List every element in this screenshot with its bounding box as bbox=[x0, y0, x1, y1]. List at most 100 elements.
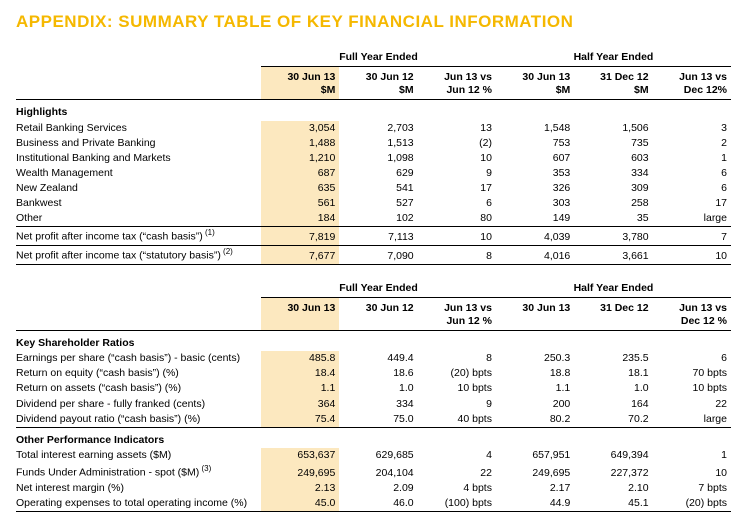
data-cell: 7,113 bbox=[339, 227, 417, 246]
data-cell: 1,548 bbox=[496, 121, 574, 136]
data-cell: 227,372 bbox=[574, 463, 652, 481]
row-label: Bankwest bbox=[16, 196, 261, 211]
column-header: 30 Jun 13 bbox=[496, 297, 574, 330]
row-label: Dividend per share - fully franked (cent… bbox=[16, 397, 261, 412]
row-label: Dividend payout ratio (“cash basis”) (%) bbox=[16, 412, 261, 428]
data-cell: 149 bbox=[496, 211, 574, 227]
data-cell: 164 bbox=[574, 397, 652, 412]
row-label: Earnings per share (“cash basis”) - basi… bbox=[16, 351, 261, 366]
column-header: 30 Jun 13 bbox=[261, 297, 339, 330]
data-cell: 200 bbox=[496, 397, 574, 412]
data-cell: 485.8 bbox=[261, 351, 339, 366]
section-title: Other Performance Indicators bbox=[16, 427, 731, 448]
data-cell: 6 bbox=[653, 351, 731, 366]
data-cell: 204,104 bbox=[339, 463, 417, 481]
data-cell: 326 bbox=[496, 181, 574, 196]
column-header: Jun 13 vsJun 12 % bbox=[418, 67, 496, 100]
data-cell: 10 bpts bbox=[418, 381, 496, 396]
data-cell: 7,677 bbox=[261, 246, 339, 265]
data-cell: (20) bpts bbox=[653, 496, 731, 512]
data-cell: 46.0 bbox=[339, 496, 417, 512]
data-cell: 40 bpts bbox=[418, 412, 496, 428]
data-cell: (2) bbox=[418, 136, 496, 151]
data-cell: 3,661 bbox=[574, 246, 652, 265]
data-cell: 17 bbox=[653, 196, 731, 211]
data-cell: 2.09 bbox=[339, 481, 417, 496]
data-cell: 2,703 bbox=[339, 121, 417, 136]
data-cell: 653,637 bbox=[261, 448, 339, 463]
column-header: 30 Jun 12$M bbox=[339, 67, 417, 100]
data-cell: 3,780 bbox=[574, 227, 652, 246]
data-cell: 3,054 bbox=[261, 121, 339, 136]
data-cell: 449.4 bbox=[339, 351, 417, 366]
super-header-full: Full Year Ended bbox=[261, 50, 496, 67]
data-cell: 1.1 bbox=[496, 381, 574, 396]
column-header: Jun 13 vsDec 12% bbox=[653, 67, 731, 100]
row-label: Net profit after income tax (“statutory … bbox=[16, 246, 261, 265]
data-cell: 4,016 bbox=[496, 246, 574, 265]
row-label: Business and Private Banking bbox=[16, 136, 261, 151]
data-cell: 249,695 bbox=[261, 463, 339, 481]
data-cell: 7 bbox=[653, 227, 731, 246]
row-label: Total interest earning assets ($M) bbox=[16, 448, 261, 463]
data-cell: 1,210 bbox=[261, 151, 339, 166]
data-cell: 1.0 bbox=[574, 381, 652, 396]
data-cell: 7,090 bbox=[339, 246, 417, 265]
row-label: Funds Under Administration - spot ($M) (… bbox=[16, 463, 261, 481]
spacer bbox=[16, 50, 261, 67]
data-cell: (100) bpts bbox=[418, 496, 496, 512]
data-cell: 13 bbox=[418, 121, 496, 136]
data-cell: 1 bbox=[653, 448, 731, 463]
data-cell: 6 bbox=[653, 181, 731, 196]
data-cell: 603 bbox=[574, 151, 652, 166]
column-header: 31 Dec 12 bbox=[574, 297, 652, 330]
data-cell: 70.2 bbox=[574, 412, 652, 428]
data-cell: 687 bbox=[261, 166, 339, 181]
data-cell: 10 bbox=[418, 151, 496, 166]
row-label: Institutional Banking and Markets bbox=[16, 151, 261, 166]
data-cell: 3 bbox=[653, 121, 731, 136]
data-cell: 1,506 bbox=[574, 121, 652, 136]
data-cell: 9 bbox=[418, 166, 496, 181]
section-title: Key Shareholder Ratios bbox=[16, 331, 731, 352]
data-cell: 334 bbox=[339, 397, 417, 412]
data-cell: 629 bbox=[339, 166, 417, 181]
row-label: Wealth Management bbox=[16, 166, 261, 181]
column-header: Jun 13 vsJun 12 % bbox=[418, 297, 496, 330]
data-cell: 303 bbox=[496, 196, 574, 211]
data-cell: 10 bpts bbox=[653, 381, 731, 396]
data-cell: 258 bbox=[574, 196, 652, 211]
section-title: Highlights bbox=[16, 100, 731, 121]
data-cell: 45.1 bbox=[574, 496, 652, 512]
data-cell: 102 bbox=[339, 211, 417, 227]
spacer bbox=[16, 297, 261, 330]
data-cell: 2.17 bbox=[496, 481, 574, 496]
data-cell: 1.1 bbox=[261, 381, 339, 396]
data-cell: 629,685 bbox=[339, 448, 417, 463]
data-cell: 309 bbox=[574, 181, 652, 196]
row-label: Other bbox=[16, 211, 261, 227]
data-cell: 1 bbox=[653, 151, 731, 166]
data-cell: 18.8 bbox=[496, 366, 574, 381]
data-cell: 4 bpts bbox=[418, 481, 496, 496]
data-cell: 4 bbox=[418, 448, 496, 463]
column-header: 30 Jun 12 bbox=[339, 297, 417, 330]
page-title: APPENDIX: SUMMARY TABLE OF KEY FINANCIAL… bbox=[16, 12, 731, 32]
data-cell: 70 bpts bbox=[653, 366, 731, 381]
data-cell: 1.0 bbox=[339, 381, 417, 396]
data-cell: 250.3 bbox=[496, 351, 574, 366]
row-label: Retail Banking Services bbox=[16, 121, 261, 136]
column-header: Jun 13 vsDec 12 % bbox=[653, 297, 731, 330]
data-cell: 649,394 bbox=[574, 448, 652, 463]
row-label: Return on equity (“cash basis”) (%) bbox=[16, 366, 261, 381]
data-cell: 184 bbox=[261, 211, 339, 227]
data-cell: 18.4 bbox=[261, 366, 339, 381]
data-cell: 2.10 bbox=[574, 481, 652, 496]
column-header: 31 Dec 12$M bbox=[574, 67, 652, 100]
data-cell: 249,695 bbox=[496, 463, 574, 481]
data-cell: 1,513 bbox=[339, 136, 417, 151]
data-cell: 1,488 bbox=[261, 136, 339, 151]
data-cell: 75.4 bbox=[261, 412, 339, 428]
data-cell: 607 bbox=[496, 151, 574, 166]
data-cell: 4,039 bbox=[496, 227, 574, 246]
